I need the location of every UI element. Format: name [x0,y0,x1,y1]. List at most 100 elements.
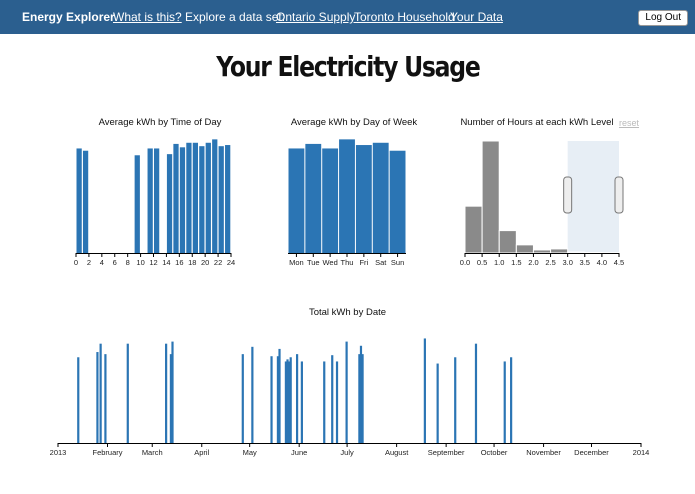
bar-date [288,361,291,443]
x-tick-label: 16 [175,258,183,267]
x-tick-label: 1.5 [511,258,521,267]
bar-hour [76,148,82,253]
histogram-bar [481,140,500,254]
histogram-bar [515,244,534,254]
bar-date [423,338,426,443]
what-is-this-link[interactable]: What is this? [113,10,182,24]
x-tick-label: 0.0 [460,258,470,267]
x-tick-label: 12 [149,258,157,267]
bar-day [339,139,355,253]
bar-day [305,143,322,253]
bar-hour [134,155,140,253]
bar-date [165,343,168,443]
x-tick-label: October [481,448,508,457]
bar-hour [154,148,160,253]
reset-brush-link[interactable]: reset [619,118,640,128]
bar-hour [192,142,199,253]
dataset-link-toronto-household[interactable]: Toronto Household [354,10,455,24]
x-tick-label: 14 [162,258,170,267]
x-tick-label: 2013 [50,448,67,457]
x-tick-label: 3.5 [580,258,590,267]
bar-hour [173,143,179,253]
bar-hour [147,148,153,253]
bar-date [126,343,129,443]
x-tick-label: 4.0 [597,258,607,267]
brush-handle[interactable] [614,176,624,214]
x-tick-label: February [93,448,123,457]
chart-title-day-of-week: Average kWh by Day of Week [290,117,418,128]
bar-date [503,361,506,443]
x-tick-label: Wed [322,258,337,267]
x-tick-label: 2.0 [528,258,538,267]
histogram-bar [532,249,552,254]
bar-day [355,145,372,253]
x-tick-label: 2 [87,258,91,267]
x-tick-label: Sun [391,258,404,267]
x-tick-label: 0.5 [477,258,487,267]
x-tick-label: 3.0 [562,258,572,267]
x-tick-label: 2.5 [545,258,555,267]
bar-date [510,357,513,443]
x-tick-label: May [243,448,257,457]
bar-hour [82,150,89,253]
x-tick-label: July [340,448,354,457]
bar-date [169,354,173,443]
x-tick-label: Mon [289,258,304,267]
brand-title[interactable]: Energy Explorer [22,10,115,24]
histogram-bar [567,251,586,254]
x-tick-label: Sat [375,258,387,267]
bar-date [300,361,303,443]
x-tick-label: 6 [113,258,117,267]
x-tick-label: 22 [214,258,222,267]
x-tick-label: 10 [136,258,144,267]
bar-date [295,354,299,443]
chart-title-time-of-day: Average kWh by Time of Day [98,117,222,128]
bar-date [289,357,292,443]
bar-date [331,355,334,443]
x-tick-label: November [526,448,561,457]
bar-date [96,352,99,443]
brush-selection[interactable] [567,141,619,253]
bar-hour [166,154,173,253]
histogram-bar [464,205,483,254]
bar-date [241,354,244,443]
dataset-link-ontario-supply[interactable]: Ontario Supply [276,10,356,24]
bar-date [251,346,254,443]
bar-date [270,356,273,443]
bar-hour [205,142,211,253]
bar-day [288,148,305,253]
bar-date [359,345,363,443]
bar-date [436,363,439,443]
bar-date [278,348,281,443]
x-tick-label: March [142,448,163,457]
bar-hour [199,146,205,253]
x-tick-label: August [385,448,409,457]
bar-date [474,343,478,443]
logout-button[interactable]: Log Out [638,10,688,26]
bar-hour [212,139,218,253]
x-tick-label: September [428,448,465,457]
x-tick-label: 24 [227,258,235,267]
x-tick-label: 4 [100,258,104,267]
dataset-link-your-data[interactable]: Your Data [450,10,503,24]
bar-date [358,354,361,443]
x-tick-label: Fri [359,258,368,267]
chart-title-by-date: Total kWh by Date [308,307,387,318]
bar-hour [225,145,231,253]
x-tick-label: 1.0 [494,258,504,267]
x-tick-label: Thu [341,258,354,267]
bar-date [77,357,80,443]
bar-day [322,148,339,253]
x-tick-label: Tue [307,258,320,267]
x-tick-label: April [194,448,209,457]
x-tick-label: 2014 [633,448,650,457]
x-tick-label: 4.5 [614,258,624,267]
bar-date [361,354,364,443]
histogram-bar [498,230,517,254]
bar-date [104,354,107,443]
bar-date [171,341,174,443]
brush-handle[interactable] [563,176,573,214]
x-tick-label: June [291,448,307,457]
x-tick-label: 20 [201,258,209,267]
